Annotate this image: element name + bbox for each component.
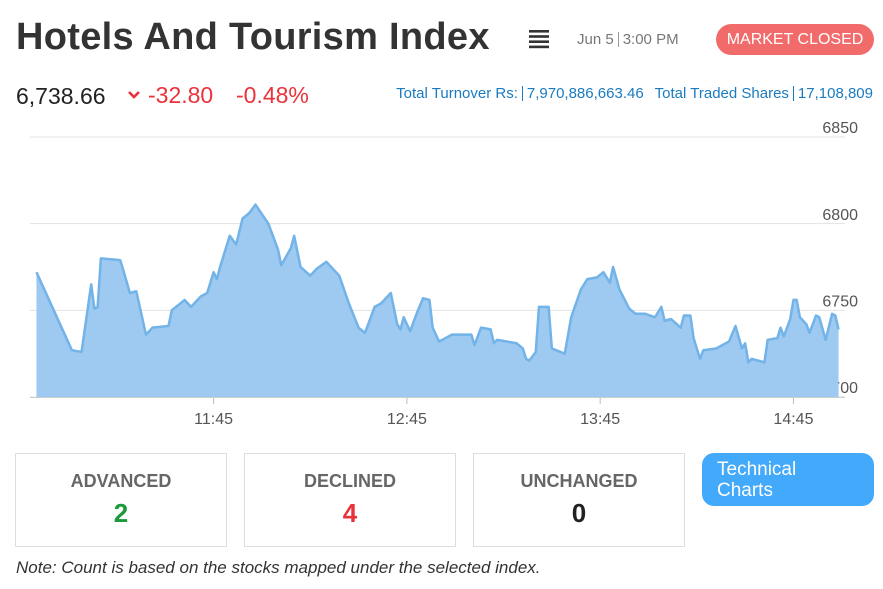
count-value: 0	[571, 498, 587, 528]
shares-label: Total Traded Shares	[654, 85, 789, 102]
shares-value: 17,108,809	[797, 85, 873, 102]
button-label: Technical Charts	[717, 459, 797, 501]
index-change: -32.80	[148, 82, 214, 108]
count-label: DECLINED	[303, 471, 396, 491]
line	[35, 203, 840, 364]
date: Jun 5	[577, 31, 614, 48]
index-value: 6,738.66	[16, 83, 106, 109]
index-change-percent: -0.48%	[236, 82, 309, 108]
x-tick-label: 13:45	[580, 411, 620, 428]
technical-charts-button[interactable]: Technical Charts	[702, 453, 874, 506]
down-arrow-icon	[128, 91, 140, 99]
date-time: Jun 5 3:00 PM	[577, 31, 679, 48]
y-tick-label: 6800	[822, 207, 858, 224]
count-label: UNCHANGED	[520, 471, 638, 491]
menu-icon[interactable]	[529, 29, 549, 49]
count-box: DECLINED 4	[244, 453, 456, 547]
y-tick-label: 6850	[822, 120, 858, 137]
time: 3:00 PM	[622, 31, 679, 48]
x-tick-label: 14:45	[773, 411, 813, 428]
market-status-button[interactable]: MARKET CLOSED	[716, 24, 874, 55]
count-box: UNCHANGED 0	[473, 453, 685, 547]
note: Note: Count is based on the stocks mappe…	[16, 558, 541, 577]
turnover-value: 7,970,886,663.46	[526, 85, 644, 102]
count-box: ADVANCED 2	[15, 453, 227, 547]
turnover-stats: Total Turnover Rs: 7,970,886,663.46 Total…	[396, 85, 873, 102]
x-tick-label: 12:45	[387, 411, 427, 428]
x-tick-label: 11:45	[194, 411, 233, 428]
count-value: 2	[113, 498, 129, 528]
index-title: Hotels And Tourism Index	[16, 16, 490, 58]
turnover-label: Total Turnover Rs:	[396, 85, 518, 102]
count-label: ADVANCED	[70, 471, 172, 491]
area	[36, 204, 839, 397]
y-tick-label: 6750	[822, 294, 858, 311]
count-value: 4	[342, 498, 358, 528]
